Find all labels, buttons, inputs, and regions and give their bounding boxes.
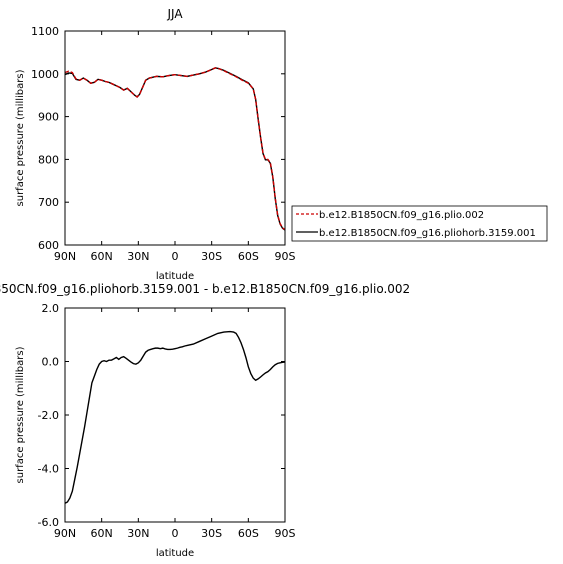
top-x-tick-label: 30N <box>127 250 149 263</box>
bottom-x-tick-label: 60N <box>91 527 113 540</box>
bottom-y-axis: -6.0 -4.0 -2.0 0.0 2.0 <box>38 302 285 529</box>
legend: b.e12.B1850CN.f09_g16.plio.002 b.e12.B18… <box>291 205 548 242</box>
top-x-tick-label: 90N <box>54 250 76 263</box>
top-plot-area <box>64 67 286 231</box>
top-x-tick-label: 90S <box>275 250 296 263</box>
bottom-chart-title: b.e12.B1850CN.f09_g16.pliohorb.3159.001 … <box>0 282 410 296</box>
top-x-axis-label: latitude <box>156 271 194 282</box>
bottom-x-tick-label: 30S <box>201 527 222 540</box>
bottom-chart: b.e12.B1850CN.f09_g16.pliohorb.3159.001 … <box>0 282 410 559</box>
legend-box <box>291 205 548 242</box>
legend-label-pliohorb: b.e12.B1850CN.f09_g16.pliohorb.3159.001 <box>319 228 536 239</box>
bottom-x-tick-label: 0 <box>172 527 179 540</box>
bottom-x-tick-label: 30N <box>127 527 149 540</box>
bottom-y-tick-label: -6.0 <box>38 516 59 529</box>
bottom-plot-area <box>64 330 286 504</box>
top-plot-frame <box>64 30 286 246</box>
top-series-line-1 <box>64 67 286 231</box>
bottom-series-line-0 <box>64 330 286 504</box>
bottom-y-tick-label: -4.0 <box>38 463 59 476</box>
top-y-axis-label: surface pressure (millibars) <box>15 69 26 206</box>
top-chart-title: JJA <box>166 7 183 21</box>
top-y-tick-label: 1100 <box>31 25 59 38</box>
top-y-tick-label: 800 <box>38 153 59 166</box>
top-x-tick-label: 30S <box>201 250 222 263</box>
bottom-x-tick-label: 90S <box>275 527 296 540</box>
bottom-y-tick-label: 0.0 <box>42 356 60 369</box>
top-series-line-0 <box>64 67 286 231</box>
top-y-tick-label: 900 <box>38 111 59 124</box>
top-x-tick-label: 60S <box>238 250 259 263</box>
bottom-y-tick-label: -2.0 <box>38 409 59 422</box>
top-y-tick-label: 600 <box>38 239 59 252</box>
top-y-tick-label: 700 <box>38 196 59 209</box>
bottom-x-axis: 90N 60N 30N 0 30S 60S 90S <box>54 308 296 540</box>
bottom-x-tick-label: 90N <box>54 527 76 540</box>
bottom-x-tick-label: 60S <box>238 527 259 540</box>
top-x-axis: 90N 60N 30N 0 30S 60S 90S <box>54 31 296 263</box>
top-y-tick-label: 1000 <box>31 68 59 81</box>
bottom-x-axis-label: latitude <box>156 548 194 559</box>
bottom-y-tick-label: 2.0 <box>42 302 60 315</box>
top-x-tick-label: 0 <box>172 250 179 263</box>
bottom-y-axis-label: surface pressure (millibars) <box>15 346 26 483</box>
top-x-tick-label: 60N <box>91 250 113 263</box>
bottom-plot-frame <box>64 307 286 523</box>
legend-label-plio: b.e12.B1850CN.f09_g16.plio.002 <box>319 210 484 221</box>
top-y-axis: 600 700 800 900 1000 1100 <box>31 25 285 252</box>
